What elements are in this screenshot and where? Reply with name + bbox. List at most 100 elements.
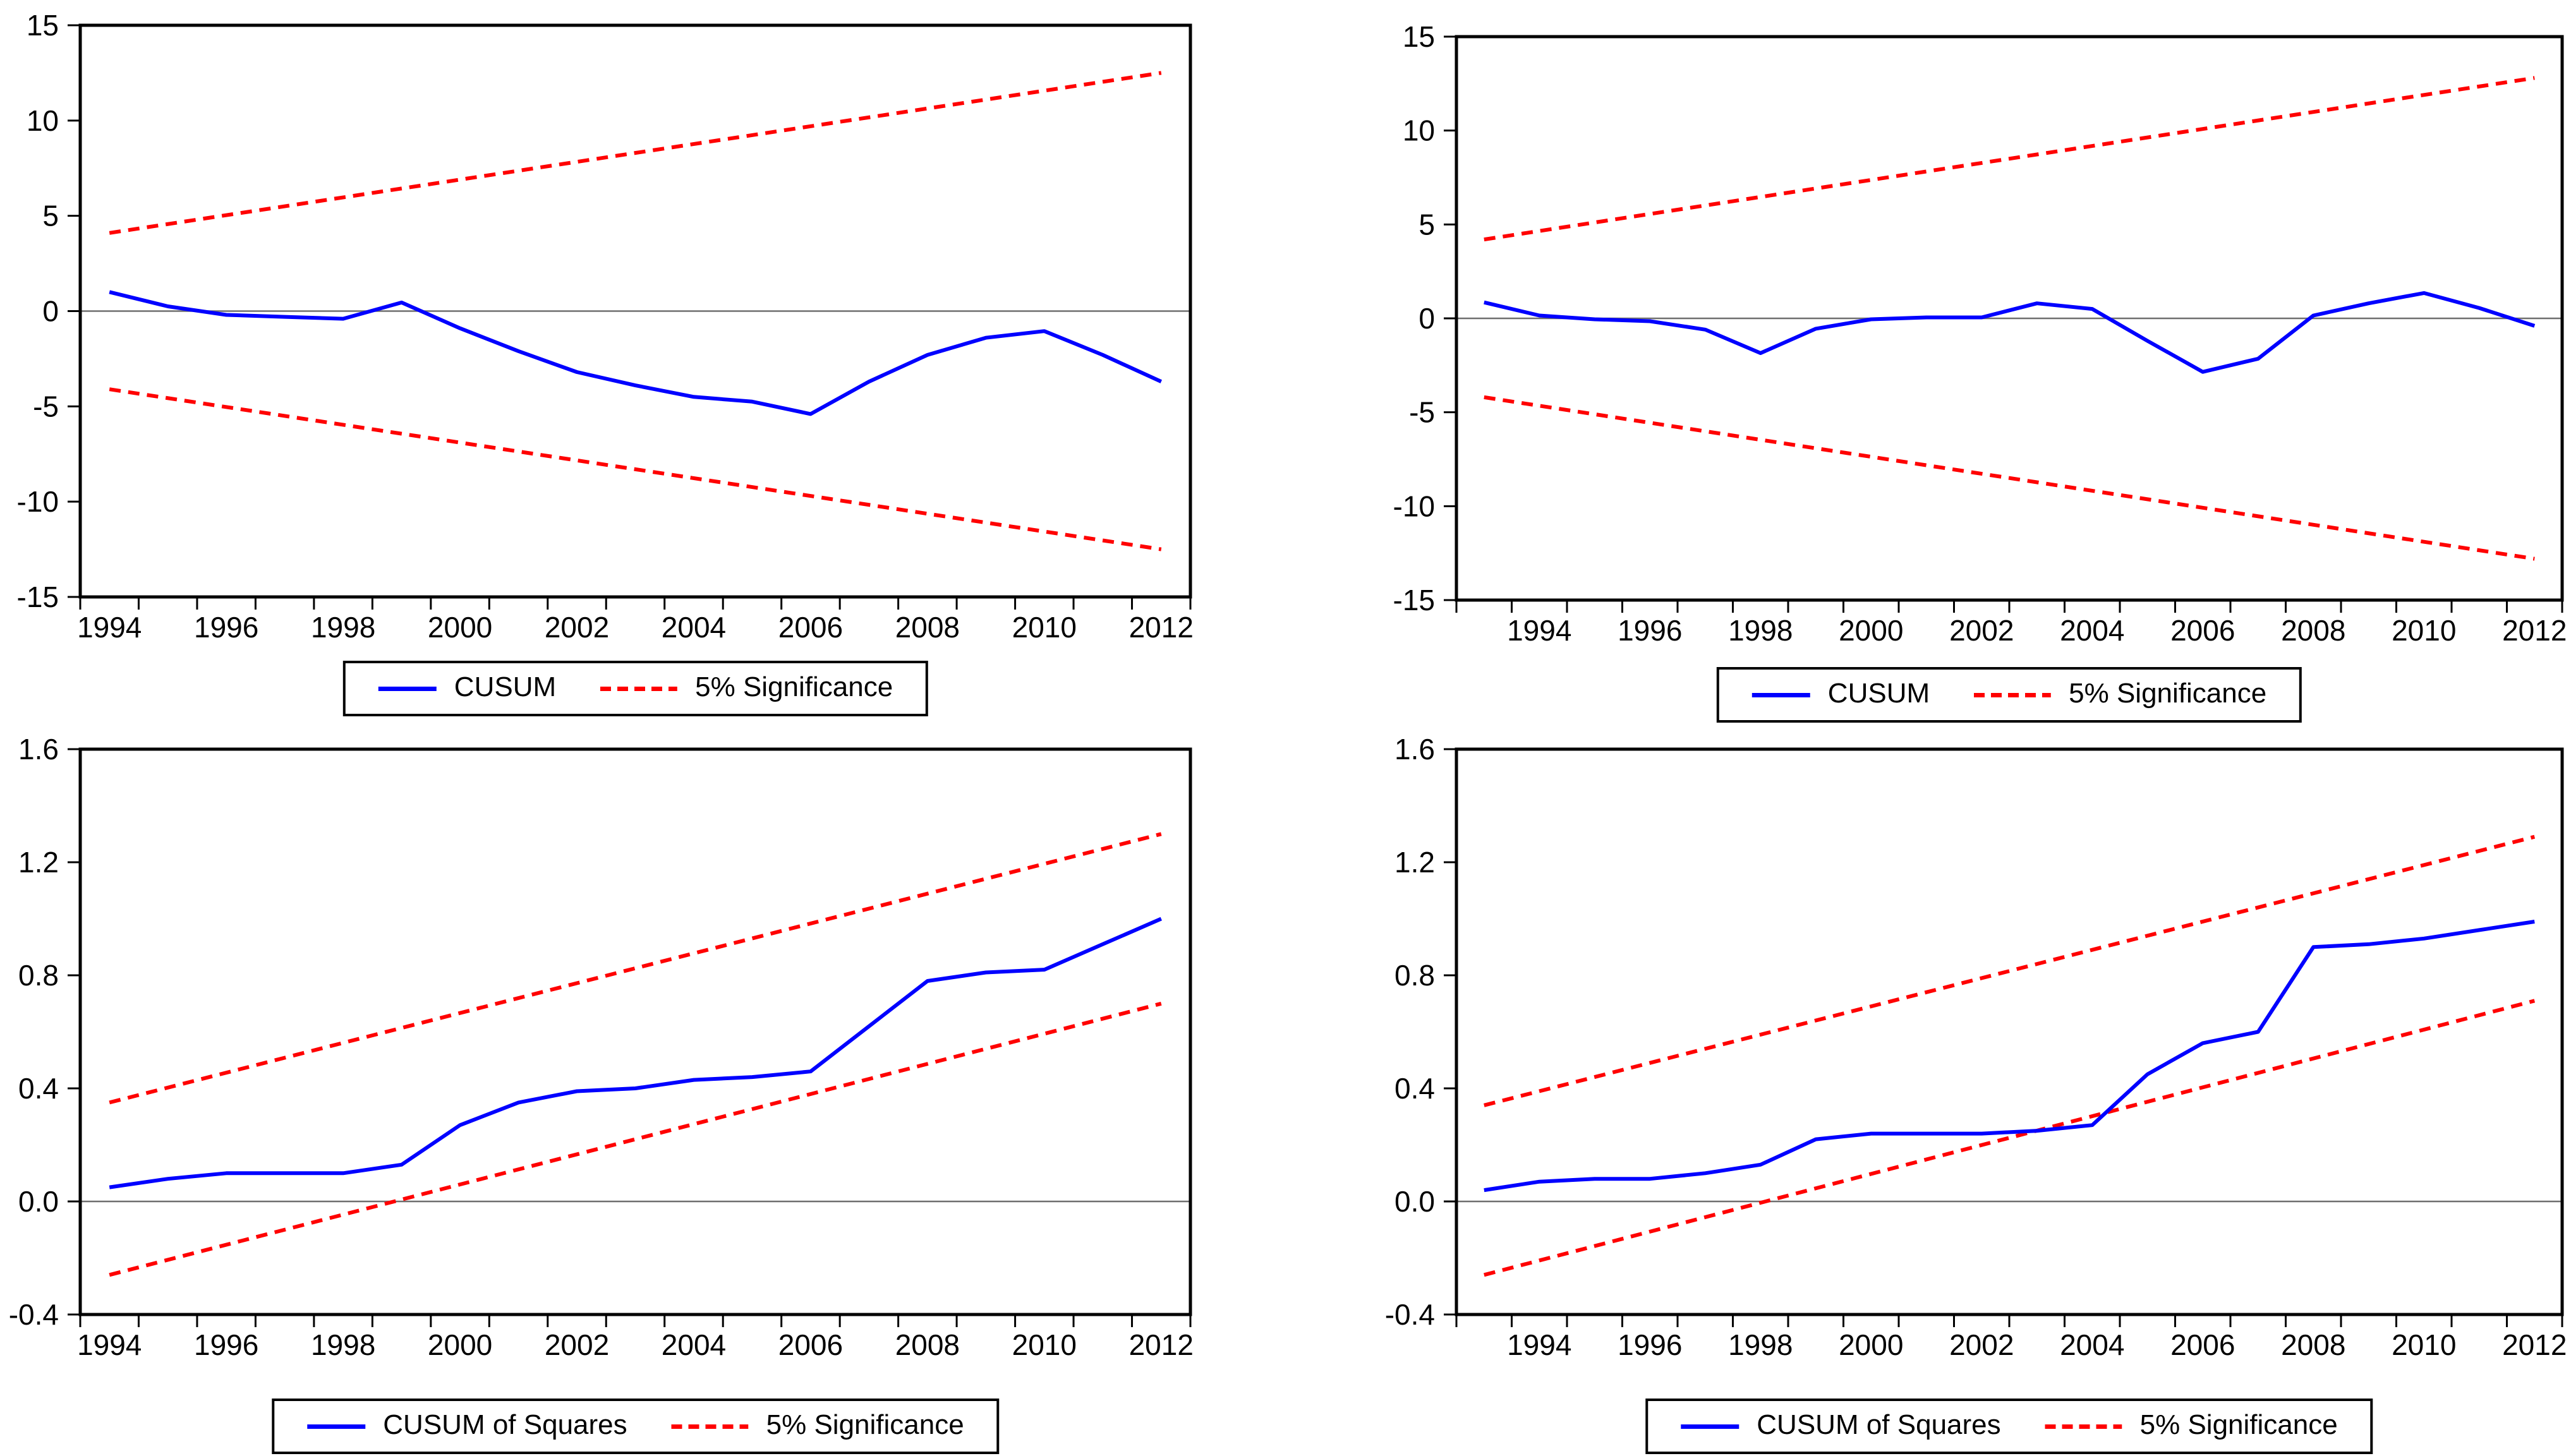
5-significance-upper-bound-line <box>1484 834 2536 1107</box>
x-axis-tick-label: 1998 <box>311 1328 375 1361</box>
x-axis-tick-label: 2006 <box>2170 614 2235 647</box>
cusum-line-sample-icon <box>378 686 437 691</box>
x-axis-tick-label: 2008 <box>895 1328 960 1361</box>
y-axis-tick-label: 1.2 <box>18 846 59 879</box>
legend-label-cusum-of-squares: CUSUM of Squares <box>1757 1409 2001 1440</box>
x-axis-tick-label: 1994 <box>1507 614 1571 647</box>
5-significance-upper-bound-line <box>109 71 1162 235</box>
y-axis-tick-label: 0.0 <box>18 1185 59 1218</box>
cusum-squares-line-sample-icon <box>307 1424 366 1429</box>
x-axis-tick-label: 2002 <box>1949 614 2014 647</box>
y-axis-tick-label: -10 <box>1393 490 1435 522</box>
x-axis-tick-label: 1994 <box>77 1328 142 1361</box>
x-axis-tick-label: 2004 <box>662 611 726 644</box>
x-axis-tick-label: 2010 <box>1012 611 1077 644</box>
x-axis-tick-label: 1998 <box>1728 614 1793 647</box>
x-axis-tick-label: 2000 <box>428 611 492 644</box>
legend-label-cusum: CUSUM <box>1827 678 1930 709</box>
y-axis-tick-label: 15 <box>27 9 59 42</box>
x-axis-tick-label: 2000 <box>1839 614 1903 647</box>
y-axis-tick-label: 1.2 <box>1394 846 1435 879</box>
x-axis-tick-label: 2012 <box>2502 614 2567 647</box>
5-significance-upper-bound-line <box>1484 76 2535 242</box>
x-axis-tick-label: 2004 <box>2060 1328 2124 1361</box>
y-axis-tick-label: -15 <box>17 581 59 613</box>
cusum-squares-line-sample-icon <box>1681 1424 1739 1429</box>
plot-border-bottom-left <box>78 747 1192 1316</box>
x-axis-tick-label: 1994 <box>77 611 142 644</box>
x-axis-tick-label: 1996 <box>1618 1328 1682 1361</box>
x-axis-tick-label: 1996 <box>1618 614 1682 647</box>
5-significance-lower-bound-line <box>1484 999 2536 1277</box>
x-axis-tick-label: 2002 <box>545 1328 609 1361</box>
5-significance-lower-bound-line <box>109 387 1162 551</box>
y-axis-tick-label: -10 <box>17 485 59 518</box>
5-significance-lower-bound-line <box>109 1001 1162 1277</box>
x-axis-tick-label: 1996 <box>194 611 258 644</box>
y-axis-tick-label: 0 <box>42 295 59 328</box>
x-axis-tick-label: 2006 <box>2170 1328 2235 1361</box>
x-axis-tick-label: 2010 <box>2392 614 2456 647</box>
x-axis-tick-label: 2008 <box>2281 1328 2345 1361</box>
x-axis-tick-label: 1998 <box>1728 1328 1793 1361</box>
x-axis-tick-label: 2008 <box>2281 614 2345 647</box>
legend-top-right: CUSUM 5% Significance <box>1716 667 2302 723</box>
plot-border-bottom-right <box>1455 747 2564 1316</box>
5-significance-upper-bound-line <box>109 832 1162 1105</box>
5-significance-lower-bound-line <box>1484 395 2535 561</box>
legend-label-significance: 5% Significance <box>766 1409 964 1440</box>
y-axis-tick-label: -5 <box>1409 396 1435 429</box>
significance-line-sample-icon <box>2045 1424 2122 1429</box>
x-axis-tick-label: 2012 <box>2502 1328 2567 1361</box>
legend-label-cusum: CUSUM <box>454 671 557 702</box>
significance-line-sample-icon <box>1974 692 2052 697</box>
x-axis-tick-label: 1998 <box>311 611 375 644</box>
y-axis-tick-label: 0.8 <box>18 959 59 992</box>
legend-label-significance: 5% Significance <box>2139 1409 2338 1440</box>
x-axis-tick-label: 2000 <box>1839 1328 1903 1361</box>
x-axis-tick-label: 2006 <box>778 1328 843 1361</box>
y-axis-tick-label: 0 <box>1419 302 1435 335</box>
y-axis-tick-label: -0.4 <box>9 1298 59 1331</box>
y-axis-tick-label: 5 <box>1419 208 1435 241</box>
y-axis-tick-label: 5 <box>42 200 59 232</box>
y-axis-tick-label: 0.0 <box>1394 1185 1435 1218</box>
y-axis-tick-label: -0.4 <box>1385 1298 1435 1331</box>
x-axis-tick-label: 2002 <box>545 611 609 644</box>
legend-bottom-right: CUSUM of Squares 5% Significance <box>1645 1399 2373 1454</box>
y-axis-tick-label: -15 <box>1393 584 1435 617</box>
cusum-of-squares-line <box>109 917 1162 1189</box>
x-axis-tick-label: 2002 <box>1949 1328 2014 1361</box>
y-axis-tick-label: 10 <box>1403 114 1435 147</box>
x-axis-tick-label: 2004 <box>2060 614 2124 647</box>
legend-bottom-left: CUSUM of Squares 5% Significance <box>272 1399 1000 1454</box>
x-axis-tick-label: 2004 <box>662 1328 726 1361</box>
legend-label-significance: 5% Significance <box>2069 678 2267 709</box>
x-axis-tick-label: 2006 <box>778 611 843 644</box>
x-axis-tick-label: 2012 <box>1129 611 1194 644</box>
legend-label-significance: 5% Significance <box>695 671 893 702</box>
y-axis-tick-label: 15 <box>1403 20 1435 53</box>
y-axis-tick-label: 1.6 <box>1394 733 1435 766</box>
significance-line-sample-icon <box>600 686 678 691</box>
cusum-of-squares-line <box>1484 920 2535 1193</box>
significance-line-sample-icon <box>671 1424 749 1429</box>
x-axis-tick-label: 2012 <box>1129 1328 1194 1361</box>
x-axis-tick-label: 2008 <box>895 611 960 644</box>
legend-top-left: CUSUM 5% Significance <box>342 661 929 716</box>
x-axis-tick-label: 2000 <box>428 1328 492 1361</box>
y-axis-tick-label: 1.6 <box>18 733 59 766</box>
x-axis-tick-label: 2010 <box>1012 1328 1077 1361</box>
y-axis-tick-label: -5 <box>33 390 59 423</box>
cusum-line <box>109 290 1163 416</box>
y-axis-tick-label: 0.8 <box>1394 959 1435 992</box>
y-axis-tick-label: 0.4 <box>1394 1072 1435 1105</box>
cusum-line <box>1484 291 2536 374</box>
x-axis-tick-label: 1996 <box>194 1328 258 1361</box>
x-axis-tick-label: 2010 <box>2392 1328 2456 1361</box>
x-axis-tick-label: 1994 <box>1507 1328 1571 1361</box>
y-axis-tick-label: 0.4 <box>18 1072 59 1105</box>
y-axis-tick-label: 10 <box>27 104 59 137</box>
